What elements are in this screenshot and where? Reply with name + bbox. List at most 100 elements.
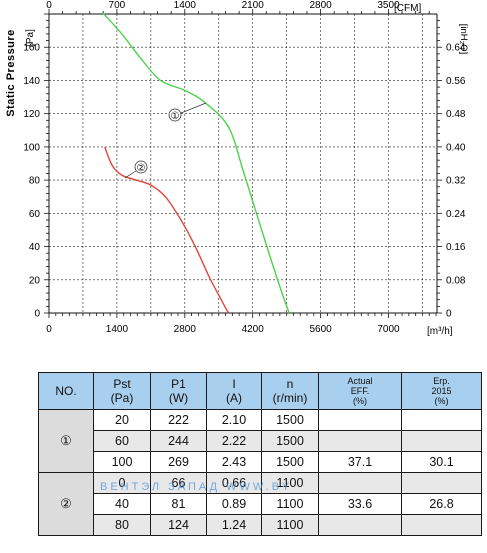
y-axis-unit-label: [Pa] xyxy=(25,29,36,47)
cell-i: 1.24 xyxy=(206,514,262,536)
right-tick-label: 0.16 xyxy=(446,242,466,253)
plot-area-background xyxy=(49,14,437,313)
cell-i: 0.89 xyxy=(206,493,262,515)
axes xyxy=(44,9,442,318)
right-tick-label: 0.64 xyxy=(446,43,466,54)
y-tick-label: 0 xyxy=(34,309,40,320)
table-row: ① 20 222 2.10 1500 xyxy=(38,409,482,473)
x-tick-label: 7000 xyxy=(377,324,400,335)
header-p1: P1 (W) xyxy=(150,372,207,410)
x-tick-label: 0 xyxy=(46,324,52,335)
cell-pst: 60 xyxy=(93,430,151,452)
table-header-row: NO. Pst (Pa) P1 (W) I (A) n (r/min) Actual EF… xyxy=(38,372,482,410)
y-tick-label: 60 xyxy=(29,209,41,220)
watermark-text: ВЕНТЭЛ ЗАПАД WWW.BY xyxy=(100,481,293,493)
y-tick-label: 100 xyxy=(23,142,40,153)
cell-erp xyxy=(401,430,482,452)
cell-eff: 33.6 xyxy=(318,493,402,515)
top-tick-label: 700 xyxy=(109,0,126,11)
grid xyxy=(48,13,437,314)
x-tick-label: 5600 xyxy=(309,324,332,335)
right-tick-label: 0.48 xyxy=(446,109,466,120)
top-tick-label: 1400 xyxy=(174,0,197,11)
header-n: n (r/min) xyxy=(261,372,319,410)
cell-n: 1500 xyxy=(261,430,319,452)
cell-n: 1100 xyxy=(261,493,319,515)
table-row: 40 81 0.89 1100 33.6 26.8 xyxy=(39,493,482,515)
header-no: NO. xyxy=(38,372,94,410)
cell-erp xyxy=(401,514,482,536)
x-tick-label: 4200 xyxy=(242,324,265,335)
cell-p1: 81 xyxy=(150,493,207,515)
cell-erp xyxy=(401,409,482,431)
top-tick-label: 2100 xyxy=(242,0,265,11)
series-2-leader-line xyxy=(124,170,137,179)
cell-p1: 222 xyxy=(150,409,207,431)
series-1-marker: ① xyxy=(168,102,207,122)
series-2-marker-circle xyxy=(134,160,148,174)
right-tick-label: 0.56 xyxy=(446,76,466,87)
series-1-leader-line xyxy=(180,102,207,114)
header-eff: Actual EFF. (%) xyxy=(318,372,402,410)
right-axis-unit-label: [inH₂O] xyxy=(458,24,469,55)
series-2-marker-label: ② xyxy=(137,163,146,174)
top-tick-label: 0 xyxy=(46,0,52,11)
x-tick-label: 1400 xyxy=(106,324,129,335)
right-tick-label: 0 xyxy=(446,309,452,320)
cell-erp xyxy=(401,472,482,494)
top-tick-label: 3500 xyxy=(377,0,400,11)
cell-eff xyxy=(318,409,402,431)
table-row: 100 269 2.43 1500 37.1 30.1 xyxy=(39,451,482,473)
top-axis-unit-label: [CFM] xyxy=(394,3,421,14)
cell-i: 0.66 xyxy=(206,472,262,494)
series-lines xyxy=(101,11,290,314)
cell-n: 1500 xyxy=(261,409,319,431)
group-label-cell: ① xyxy=(38,409,94,473)
header-erp: Erp. 2015 (%) xyxy=(401,372,482,410)
cell-pst: 100 xyxy=(93,451,151,473)
cell-i: 2.10 xyxy=(206,409,262,431)
cell-pst: 20 xyxy=(93,409,151,431)
fan-performance-chart: 0 1400 2800 4200 5600 70000204060801001201401… xyxy=(5,0,469,337)
cell-p1: 244 xyxy=(150,430,207,452)
cell-p1: 124 xyxy=(150,514,207,536)
tick-labels: 0 1400 2800 4200 5600 70000204060801001201401… xyxy=(23,0,466,335)
y-axis-title: Static Pressure xyxy=(5,29,17,117)
cell-eff xyxy=(318,514,402,536)
right-tick-label: 0.08 xyxy=(446,275,466,286)
header-pst: Pst (Pa) xyxy=(93,372,151,410)
cell-erp: 30.1 xyxy=(401,451,482,473)
series-1-marker-label: ① xyxy=(171,111,180,122)
cell-eff xyxy=(318,472,402,494)
cell-p1: 269 xyxy=(150,451,207,473)
cell-eff xyxy=(318,430,402,452)
right-tick-label: 0.40 xyxy=(446,142,466,153)
cell-i: 2.22 xyxy=(206,430,262,452)
x-axis-unit-label: [m³/h] xyxy=(427,326,453,337)
table-row: 80 124 1.24 1100 xyxy=(39,514,482,536)
top-tick-label: 2800 xyxy=(309,0,332,11)
header-i: I (A) xyxy=(206,372,262,410)
series-line-2 xyxy=(104,146,230,314)
cell-p1: 66 xyxy=(150,472,207,494)
series-2-marker: ② xyxy=(124,160,148,179)
cell-eff: 37.1 xyxy=(318,451,402,473)
table-row: 60 244 2.22 1500 xyxy=(39,430,482,452)
x-tick-label: 2800 xyxy=(174,324,197,335)
y-tick-label: 160 xyxy=(23,43,40,54)
group-label-cell: ② xyxy=(38,472,94,536)
performance-table: NO. Pst (Pa) P1 (W) I (A) n (r/min) Actual EF… xyxy=(38,372,482,536)
right-tick-label: 0.24 xyxy=(446,209,466,220)
cell-pst: 80 xyxy=(93,514,151,536)
y-tick-label: 80 xyxy=(29,176,41,187)
right-tick-label: 0.32 xyxy=(446,176,466,187)
y-tick-label: 40 xyxy=(29,242,41,253)
y-tick-label: 20 xyxy=(29,275,41,286)
y-tick-label: 120 xyxy=(23,109,40,120)
cell-erp: 26.8 xyxy=(401,493,482,515)
y-tick-label: 140 xyxy=(23,76,40,87)
series-line-1 xyxy=(101,11,290,314)
cell-n: 1500 xyxy=(261,451,319,473)
cell-pst: 40 xyxy=(93,493,151,515)
cell-n: 1100 xyxy=(261,514,319,536)
